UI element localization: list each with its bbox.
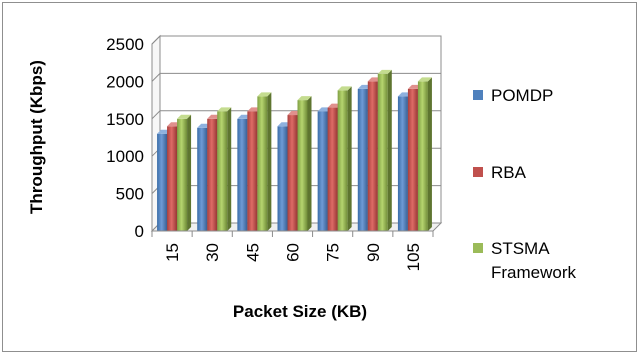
bar-stsma-framework-45 <box>257 92 272 231</box>
bar-front <box>197 127 208 231</box>
bar-stsma-framework-90 <box>377 69 392 231</box>
x-tick-label: 15 <box>163 243 182 262</box>
bar-side <box>267 92 272 231</box>
bar-front <box>317 111 328 231</box>
bar-side <box>387 69 392 231</box>
axis-layer: 0 500 1000 1500 2000 2500 15 30 45 60 75 90 105 <box>106 35 434 271</box>
bar-front <box>417 81 428 232</box>
bar-front <box>397 96 408 231</box>
bar-front <box>257 96 268 231</box>
y-tick-label: 2500 <box>106 35 144 54</box>
x-axis-title: Packet Size (KB) <box>233 302 367 321</box>
legend: POMDP RBA STSMA Framework <box>473 86 577 282</box>
gridline <box>151 72 441 82</box>
bar-front <box>157 133 168 231</box>
bar-top <box>177 114 192 119</box>
bar-stsma-framework-75 <box>337 86 352 231</box>
bar-stsma-framework-105 <box>417 77 432 232</box>
bar-top <box>377 69 392 74</box>
x-tick-label: 60 <box>284 243 303 262</box>
bar-stsma-framework-15 <box>177 114 192 231</box>
x-tick-label: 105 <box>404 243 423 271</box>
bar-front <box>367 81 378 232</box>
bar-front <box>277 126 288 231</box>
bar-front <box>167 126 178 231</box>
legend-label: STSMA Framework <box>491 239 577 282</box>
legend-swatch <box>473 167 483 177</box>
y-tick-label: 0 <box>135 222 144 241</box>
bar-front <box>287 115 298 231</box>
bar-front <box>357 88 368 231</box>
legend-swatch <box>473 90 483 100</box>
legend-label: RBA <box>491 163 527 182</box>
y-tick-label: 1500 <box>106 110 144 129</box>
bar-side <box>227 107 232 231</box>
gridline <box>151 35 441 45</box>
bar-side <box>187 114 192 231</box>
legend-swatch <box>473 243 483 253</box>
bar-front <box>247 111 258 231</box>
bar-front <box>237 118 248 231</box>
bar-front <box>177 118 188 231</box>
bar-front <box>297 100 308 231</box>
legend-label: POMDP <box>491 86 553 105</box>
y-tick-label: 2000 <box>106 72 144 91</box>
x-tick-label: 30 <box>203 243 222 262</box>
bar-front <box>407 88 418 231</box>
bar-top <box>337 86 352 91</box>
bar-front <box>217 111 228 231</box>
y-tick-label: 1000 <box>106 147 144 166</box>
bar-top <box>297 96 312 101</box>
bar-top <box>257 92 272 97</box>
bar-front <box>337 90 348 231</box>
bar-side <box>347 86 352 231</box>
bar-front <box>327 107 338 231</box>
bar-top <box>417 77 432 82</box>
bar-side <box>307 96 312 231</box>
x-tick-label: 90 <box>364 243 383 262</box>
x-tick-label: 75 <box>324 243 343 262</box>
bars-layer <box>157 69 432 232</box>
bar-top <box>217 107 232 112</box>
y-tick-label: 500 <box>116 185 144 204</box>
x-tick-label: 45 <box>243 243 262 262</box>
bar-side <box>427 77 432 232</box>
bar-front <box>377 73 388 231</box>
bar-stsma-framework-30 <box>217 107 232 231</box>
y-axis-title: Throughput (Kbps) <box>27 60 46 214</box>
bar-front <box>207 118 218 231</box>
bar-stsma-framework-60 <box>297 96 312 231</box>
